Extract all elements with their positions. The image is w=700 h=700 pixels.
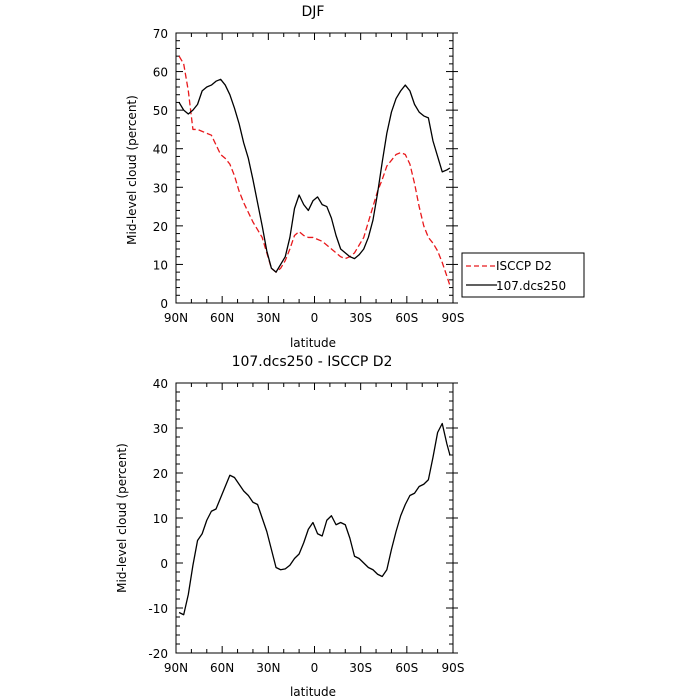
x-tick-label: 60S: [395, 311, 418, 325]
legend-label-107-dcs250: 107.dcs250: [496, 279, 566, 293]
legend-label-isccp-d2: ISCCP D2: [496, 259, 552, 273]
y-tick-label: 60: [153, 66, 168, 80]
x-tick-label: 60N: [210, 661, 234, 675]
y-tick-label: 40: [153, 377, 168, 391]
chart-bottom-ticks: 90N 60N 30N 0 30S 60S 90S -20 -10 0 10 20 30 40: [148, 377, 464, 675]
x-tick-label: 0: [311, 311, 319, 325]
y-tick-label: 50: [153, 104, 168, 118]
y-tick-label: 40: [153, 143, 168, 157]
chart-top-ticks: 90N 60N 30N 0 30S 60S 90S 0 10 20 30 40 50 60 70: [153, 27, 465, 325]
x-tick-label: 30S: [349, 311, 372, 325]
x-tick-label: 0: [311, 661, 319, 675]
y-tick-label: 0: [160, 297, 168, 311]
chart-top-series: [178, 55, 451, 286]
x-tick-label: 60N: [210, 311, 234, 325]
chart-top-y-axis-label: Mid-level cloud (percent): [125, 95, 139, 245]
x-tick-label: 90N: [164, 311, 188, 325]
bottom-series-line-0: [178, 422, 451, 616]
x-tick-label: 60S: [395, 661, 418, 675]
y-tick-label: 30: [153, 422, 168, 436]
chart-top-legend: ISCCP D2 107.dcs250: [461, 252, 585, 298]
chart-top: DJF 90N 60N 30N 0 30S 60S 90S 0 10 20 30 40 50 60 70 l…: [125, 4, 585, 350]
chart-bottom-y-axis-label: Mid-level cloud (percent): [115, 443, 129, 593]
x-tick-label: 90N: [164, 661, 188, 675]
y-tick-label: 30: [153, 181, 168, 195]
chart-bottom-x-axis-label: latitude: [290, 685, 336, 699]
chart-top-gridless-frame: [175, 32, 454, 304]
legend-box: [461, 252, 585, 298]
y-tick-label: 20: [153, 467, 168, 481]
chart-top-title: DJF: [302, 4, 325, 20]
top-series-line-isccp-d2: [178, 55, 451, 286]
chart-top-x-axis-label: latitude: [290, 336, 336, 350]
y-tick-label: 0: [160, 557, 168, 571]
x-tick-label: 30N: [256, 311, 280, 325]
chart-bottom-series: [178, 422, 451, 616]
y-tick-label: 70: [153, 27, 168, 41]
x-tick-label: 30N: [256, 661, 280, 675]
x-tick-label: 90S: [442, 661, 465, 675]
y-tick-label: 10: [153, 512, 168, 526]
chart-bottom: 107.dcs250 - ISCCP D2 90N 60N 30N 0 30S 60S 90…: [115, 354, 464, 699]
x-tick-label: 90S: [442, 311, 465, 325]
chart-top-plot-frame: [175, 32, 454, 304]
y-tick-label: -10: [148, 602, 168, 616]
y-tick-label: -20: [148, 647, 168, 661]
y-tick-label: 10: [153, 258, 168, 272]
y-tick-label: 20: [153, 220, 168, 234]
chart-bottom-plot-frame: [175, 382, 454, 654]
x-tick-label: 30S: [349, 661, 372, 675]
chart-bottom-title: 107.dcs250 - ISCCP D2: [232, 354, 393, 370]
top-series-line-107-dcs250: [178, 78, 451, 273]
